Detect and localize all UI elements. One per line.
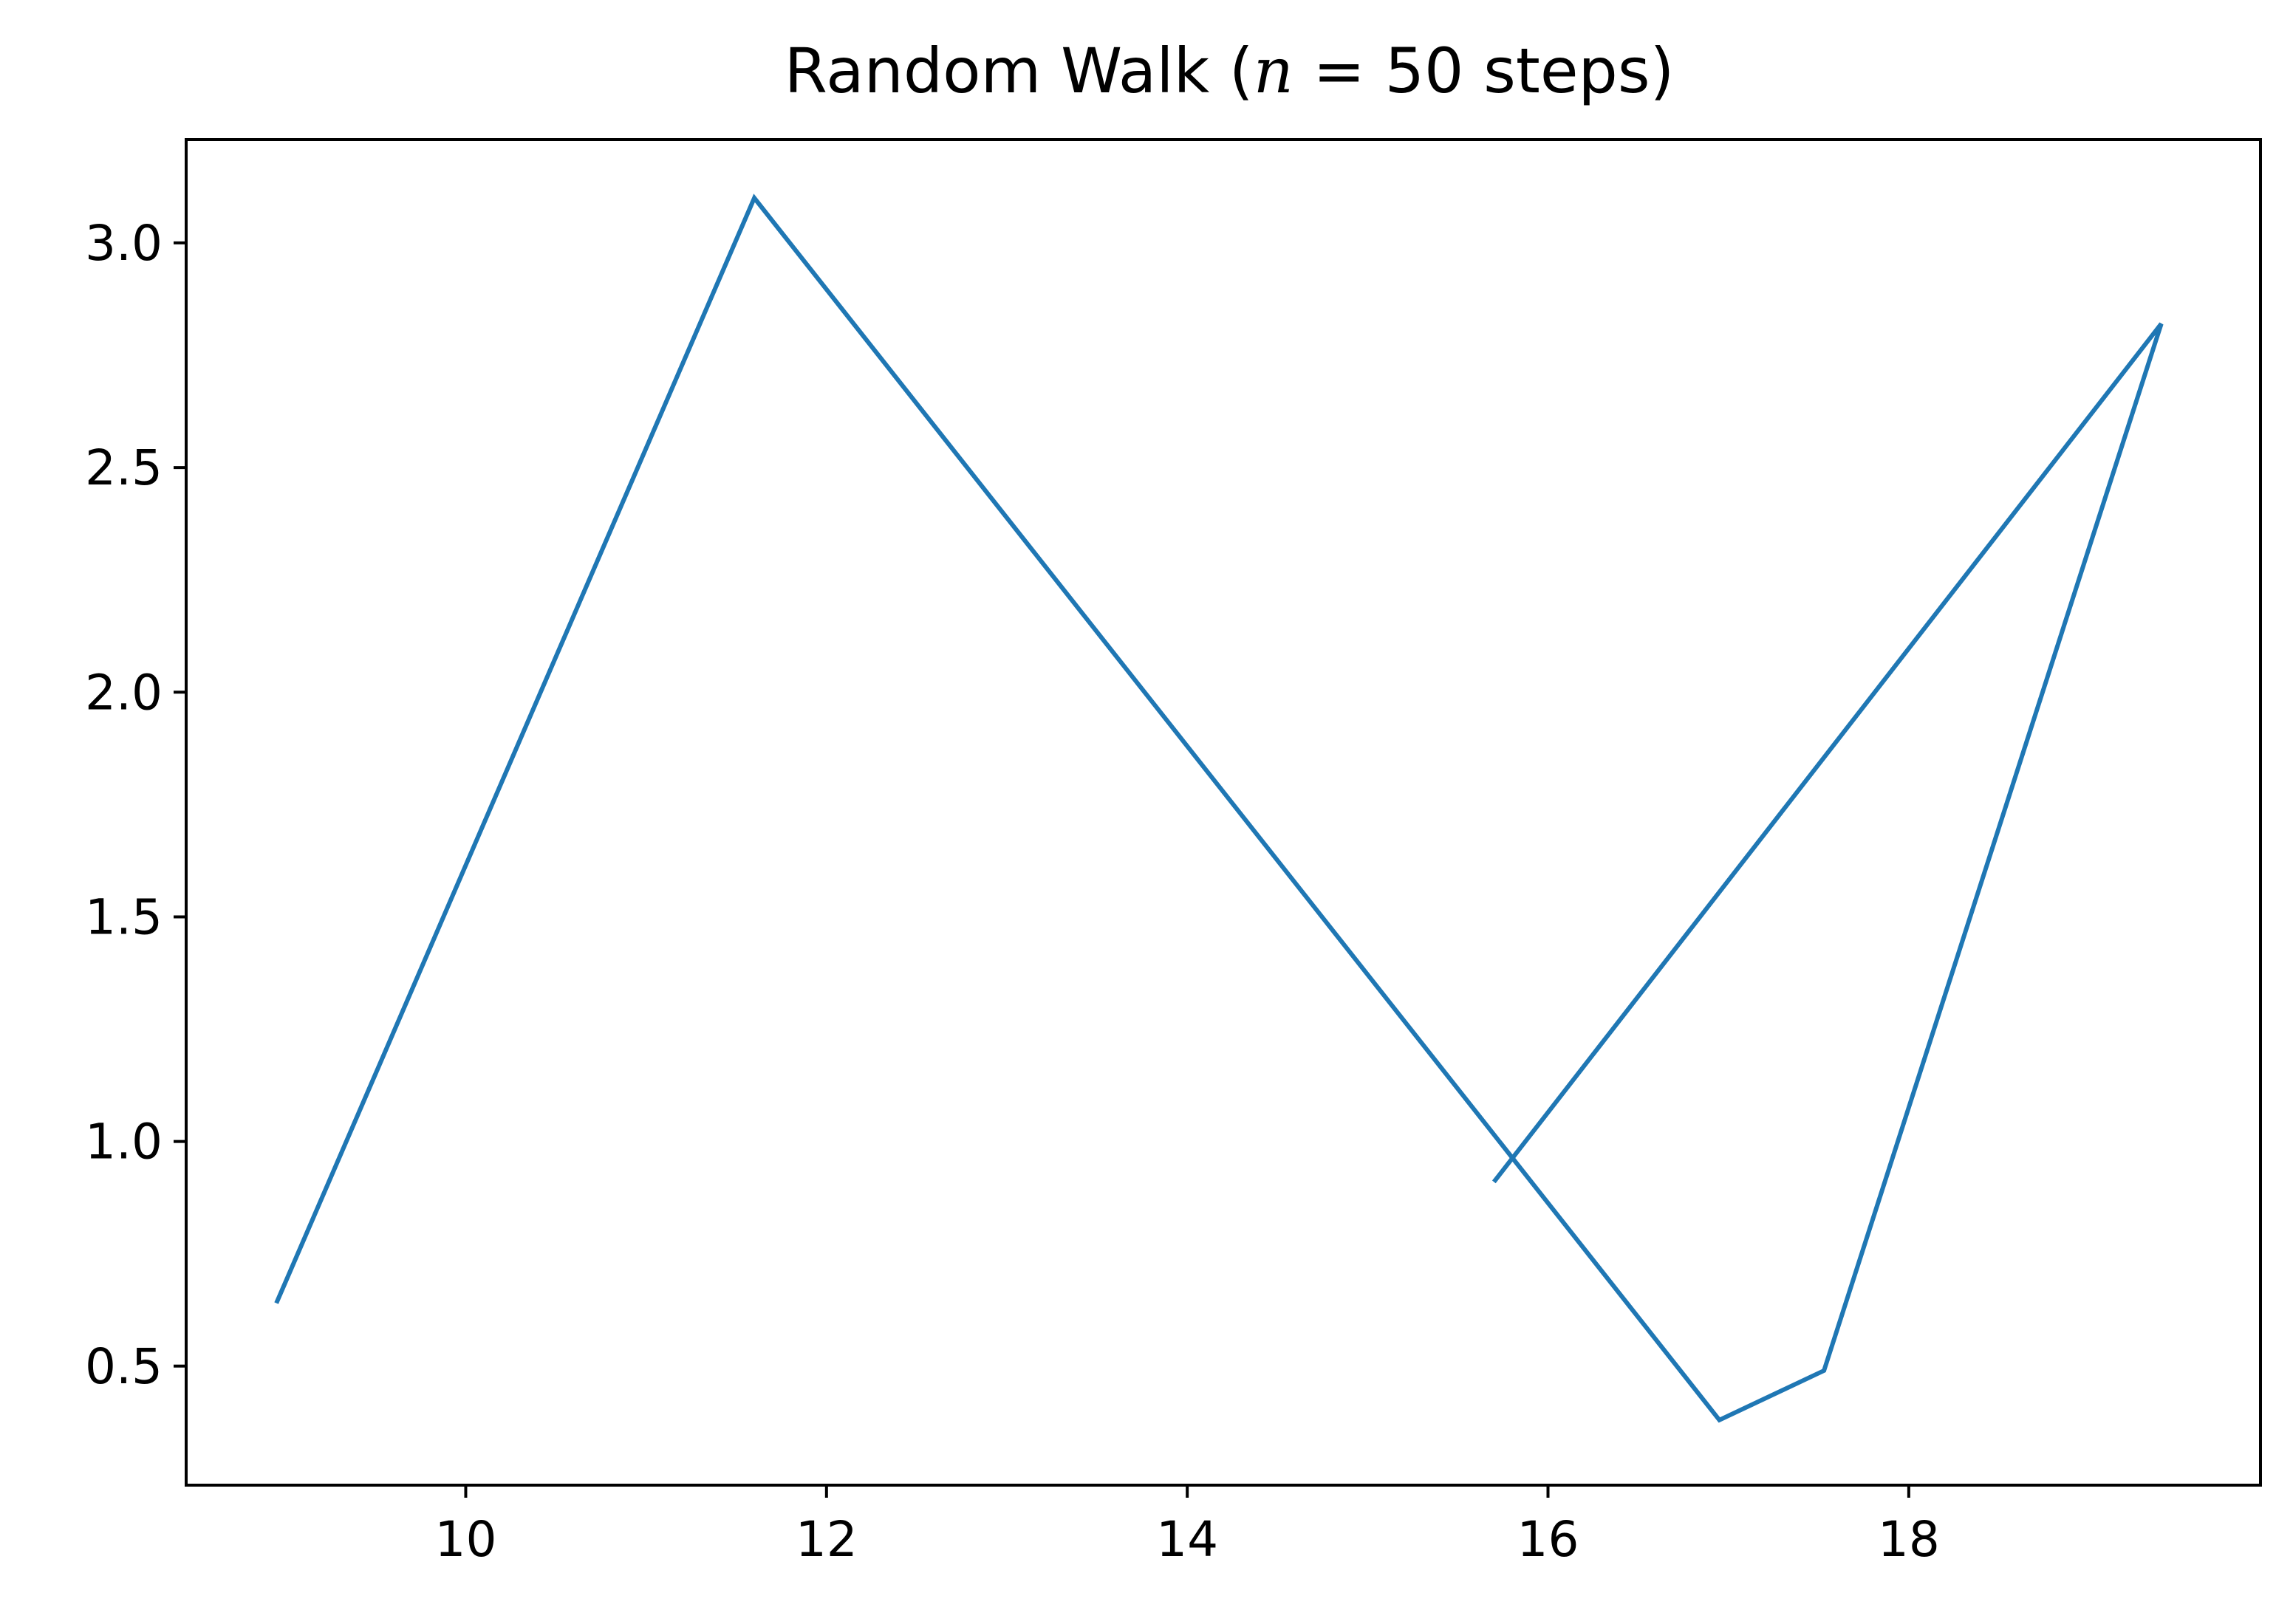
x-axis: 10 12 14 16 18 [434,1485,1940,1568]
axes-frame [185,138,2262,1487]
x-tick-label: 18 [1878,1511,1940,1568]
plot-area [274,193,2164,1423]
y-tick-label: 2.5 [85,439,163,496]
chart-title: Random Walk (n = 50 steps) [785,35,1675,107]
y-tick-label: 1.5 [85,888,163,945]
y-tick-label: 1.0 [85,1114,163,1171]
y-axis: 0.5 1.0 1.5 2.0 2.5 3.0 [85,215,186,1395]
y-tick-label: 0.5 [85,1338,163,1395]
x-tick-label: 10 [434,1511,496,1568]
y-tick-label: 2.0 [85,664,163,721]
x-tick-label: 12 [796,1511,858,1568]
series-line [274,193,2164,1423]
x-tick-label: 14 [1156,1511,1218,1568]
y-tick-label: 3.0 [85,215,163,272]
x-tick-label: 16 [1517,1511,1579,1568]
